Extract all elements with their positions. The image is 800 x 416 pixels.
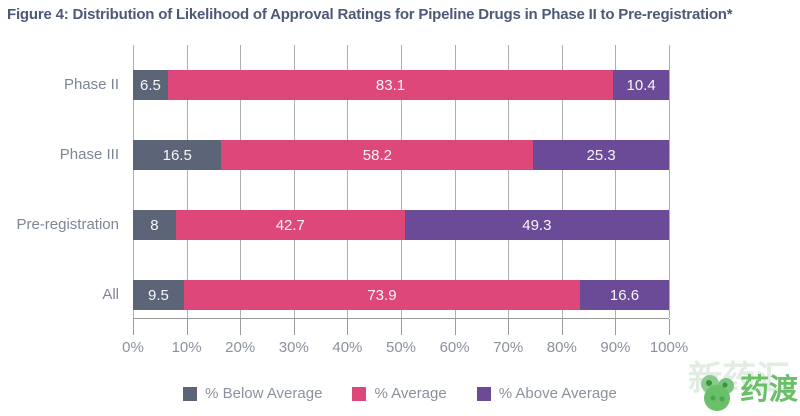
category-label-phase-iii: Phase III	[59, 146, 119, 163]
legend-item-above-average: % Above Average	[476, 385, 617, 402]
gridline-70	[508, 45, 510, 318]
category-axis-labels: Phase II Phase III Pre-registration All	[0, 45, 119, 318]
bar-segment-phase-ii-above-average: 10.4	[613, 70, 669, 100]
x-axis: 0% 10% 20% 30% 40% 50% 60% 70% 80% 90% 100%	[122, 318, 688, 364]
category-label-pre-registration: Pre-registration	[16, 216, 119, 233]
bar-row-phase-ii: 6.5 83.1 10.4	[133, 70, 669, 100]
category-label-phase-ii: Phase II	[63, 76, 119, 93]
gridline-20	[240, 45, 242, 318]
bar-value-label: 16.6	[609, 286, 640, 304]
tick-mark-50	[401, 319, 402, 335]
x-tick-label-70: 70%	[493, 339, 524, 356]
gridline-90	[615, 45, 617, 318]
tick-mark-20	[240, 319, 242, 335]
brand-logo-text: 药渡	[739, 374, 798, 406]
gridline-60	[454, 45, 456, 318]
x-tick-label-90: 90%	[600, 339, 631, 356]
legend-item-below-average: % Below Average	[183, 385, 322, 402]
tick-mark-40	[347, 319, 349, 335]
tick-mark-90	[615, 319, 617, 335]
tick-mark-80	[561, 319, 563, 335]
gridline-100	[669, 45, 670, 318]
x-tick-label-80: 80%	[546, 339, 577, 356]
bar-row-phase-iii: 16.5 58.2 25.3	[133, 140, 669, 170]
brand-logo-icon	[696, 372, 740, 412]
x-tick-label-40: 40%	[332, 339, 363, 356]
bar-segment-phase-ii-average: 83.1	[167, 70, 614, 100]
bar-value-label: 42.7	[275, 216, 305, 234]
x-tick-label-60: 60%	[439, 339, 470, 356]
gridline-0	[133, 45, 134, 318]
bar-segment-pre-registration-below-average: 8	[133, 210, 176, 240]
x-tick-label-0: 0%	[122, 339, 144, 356]
x-tick-label-100: 100%	[649, 339, 689, 356]
bar-value-label: 16.5	[162, 146, 192, 164]
gridline-40	[347, 45, 349, 318]
bar-segment-all-below-average: 9.5	[133, 280, 184, 310]
plot-area: 6.5 83.1 10.4 16.5 58.2 25.3 8 42.7 49.3 9.5 73.9 1…	[133, 45, 670, 319]
tick-mark-0	[133, 319, 134, 335]
bar-value-label: 6.5	[139, 76, 161, 94]
gridline-30	[293, 45, 295, 318]
x-tick-label-30: 30%	[278, 339, 309, 356]
bar-segment-all-above-average: 16.6	[580, 280, 669, 310]
bar-value-label: 73.9	[367, 286, 397, 304]
x-tick-label-20: 20%	[225, 339, 256, 356]
bar-row-pre-registration: 8 42.7 49.3	[133, 210, 669, 240]
bar-segment-pre-registration-above-average: 49.3	[404, 210, 669, 240]
watermark: 新药汇 药渡	[630, 350, 800, 416]
bar-value-label: 49.3	[522, 216, 552, 234]
bar-value-label: 9.5	[148, 286, 169, 304]
bar-row-all: 9.5 73.9 16.6	[133, 280, 669, 310]
bar-segment-phase-iii-average: 58.2	[221, 140, 534, 170]
x-tick-label-10: 10%	[171, 339, 202, 356]
legend-item-average: % Average	[352, 385, 447, 402]
x-tick-label-50: 50%	[385, 339, 417, 356]
gridline-80	[561, 45, 563, 318]
bar-value-label: 8	[150, 216, 159, 234]
bar-segment-pre-registration-average: 42.7	[175, 210, 405, 240]
figure-title: Figure 4: Distribution of Likelihood of …	[7, 6, 733, 23]
legend-label-above-average: % Above Average	[498, 385, 617, 402]
tick-mark-70	[508, 319, 510, 335]
tick-mark-10	[186, 319, 188, 335]
category-label-all: All	[102, 286, 119, 303]
legend-swatch-above-average	[476, 386, 491, 401]
gridline-10	[186, 45, 188, 318]
legend-swatch-average	[352, 386, 367, 401]
tick-mark-30	[293, 319, 295, 335]
legend: % Below Average % Average % Above Average	[0, 385, 800, 402]
bar-value-label: 83.1	[375, 76, 406, 94]
bar-value-label: 58.2	[362, 146, 392, 164]
gridline-50	[401, 45, 402, 318]
bar-segment-all-average: 73.9	[183, 280, 580, 310]
bar-value-label: 10.4	[626, 76, 656, 94]
tick-mark-60	[454, 319, 456, 335]
bar-value-label: 25.3	[586, 146, 616, 164]
tick-mark-100	[669, 319, 670, 335]
legend-label-below-average: % Below Average	[205, 385, 323, 402]
bar-segment-phase-ii-below-average: 6.5	[133, 70, 168, 100]
bar-segment-phase-iii-below-average: 16.5	[133, 140, 222, 170]
legend-swatch-below-average	[183, 386, 198, 401]
bar-segment-phase-iii-above-average: 25.3	[533, 140, 669, 170]
legend-label-average: % Average	[374, 385, 447, 402]
